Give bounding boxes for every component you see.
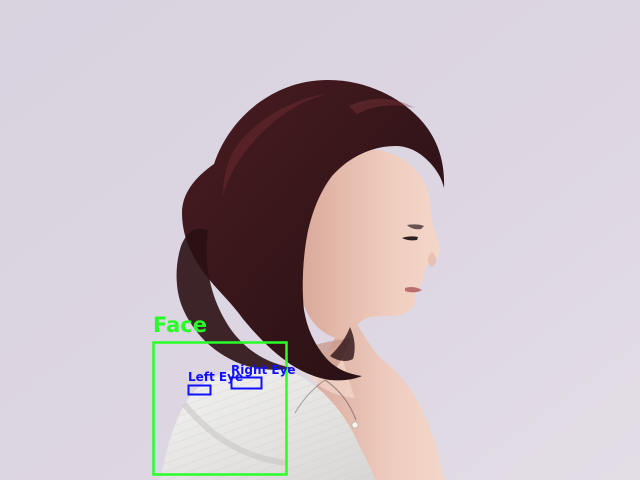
hair-lower-shadow	[176, 228, 294, 370]
face-detection-box	[152, 341, 288, 476]
hair-main	[182, 79, 445, 381]
face-detection-label: Face	[153, 313, 207, 337]
shirt-fold	[181, 402, 286, 466]
left-eye-detection-label: Left Eye	[188, 370, 243, 384]
necklace-chain-back	[294, 379, 326, 414]
hair-shine	[223, 94, 327, 196]
eyebrow	[407, 224, 424, 230]
nose-shadow	[427, 252, 437, 267]
right-eye-detection-label: Right Eye	[231, 363, 296, 377]
face-skin	[299, 149, 440, 340]
necklace-chain	[324, 379, 357, 421]
lips	[405, 286, 422, 293]
shirt-button	[351, 421, 359, 429]
hair-top-shine	[349, 98, 415, 114]
hair-tip-front	[330, 327, 355, 361]
left-eye-detection-box	[187, 384, 212, 396]
eye	[402, 236, 418, 241]
shirt-texture	[160, 366, 376, 480]
right-eye-detection-box	[230, 376, 263, 390]
